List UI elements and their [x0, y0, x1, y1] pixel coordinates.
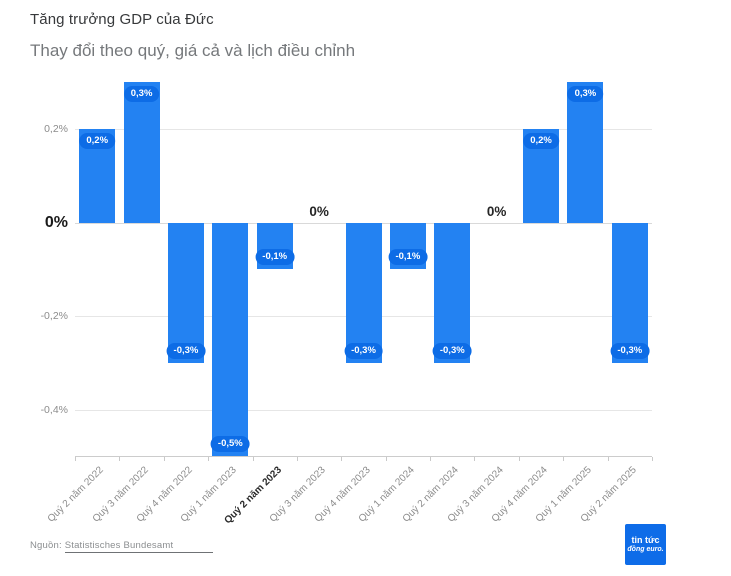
gridline — [75, 129, 652, 130]
page-title: Tăng trưởng GDP của Đức — [30, 11, 214, 28]
y-axis-tick-label: -0,4% — [40, 403, 68, 416]
source-note: Nguồn: Statistisches Bundesamt — [30, 540, 214, 553]
bar[interactable] — [567, 82, 604, 223]
bar[interactable] — [434, 222, 471, 363]
bar-value-label: 0,2% — [79, 133, 116, 149]
bar-value-label: -0,5% — [210, 436, 250, 453]
y-axis-tick-label: -0,2% — [40, 310, 68, 322]
page-subtitle: Thay đổi theo quý, giá cả và lịch điều c… — [30, 41, 356, 60]
x-axis-tick — [163, 456, 165, 461]
y-axis-tick-label: 0,2% — [44, 123, 68, 135]
x-axis-tick — [119, 456, 121, 461]
y-axis-tick-label: 0% — [44, 213, 68, 231]
x-axis-tick — [75, 456, 76, 461]
brand-logo-line2: đồng euro. — [627, 546, 664, 553]
bar-value-label: 0,3% — [123, 86, 160, 103]
x-axis-tick — [208, 456, 210, 461]
bar-value-label: -0,3% — [610, 342, 650, 359]
bar[interactable] — [611, 222, 648, 363]
zero-value-label: 0% — [486, 204, 507, 219]
x-axis-line — [75, 455, 652, 457]
bar-value-label: -0,1% — [388, 249, 428, 266]
bar-value-label: -0,3% — [344, 342, 383, 359]
bar-value-label: -0,3% — [432, 342, 472, 359]
x-axis-tick — [474, 456, 476, 461]
source-link[interactable]: Statistisches Bundesamt — [64, 540, 214, 553]
x-axis-tick — [563, 456, 565, 461]
source-prefix: Nguồn: — [30, 540, 62, 551]
bar[interactable] — [345, 222, 382, 363]
brand-logo[interactable]: tin tức đồng euro. — [625, 524, 666, 565]
bar[interactable] — [123, 82, 160, 223]
zero-value-label: 0% — [309, 204, 329, 219]
x-axis-tick — [652, 456, 653, 461]
x-axis-tick — [296, 456, 298, 461]
gdp-bar-chart: 0,2% 0% -0,2% -0,4% 0,2% 0,3% -0,3% -0,5% -0,1% 0… — [40, 82, 653, 526]
bar-value-label: -0,1% — [255, 249, 295, 266]
x-axis-tick — [607, 456, 609, 461]
x-axis-tick — [252, 456, 254, 461]
bar[interactable] — [212, 222, 249, 457]
x-axis-tick — [518, 456, 520, 461]
x-axis-tick — [430, 456, 432, 461]
bar-value-label: 0,3% — [567, 86, 604, 103]
x-axis-tick — [341, 456, 343, 461]
bar-value-label: 0,2% — [523, 133, 559, 149]
x-axis-tick — [385, 456, 387, 461]
brand-logo-line1: tin tức — [631, 535, 660, 545]
bar-value-label: -0,3% — [166, 342, 206, 359]
gridline — [75, 409, 652, 411]
bar[interactable] — [167, 222, 204, 363]
